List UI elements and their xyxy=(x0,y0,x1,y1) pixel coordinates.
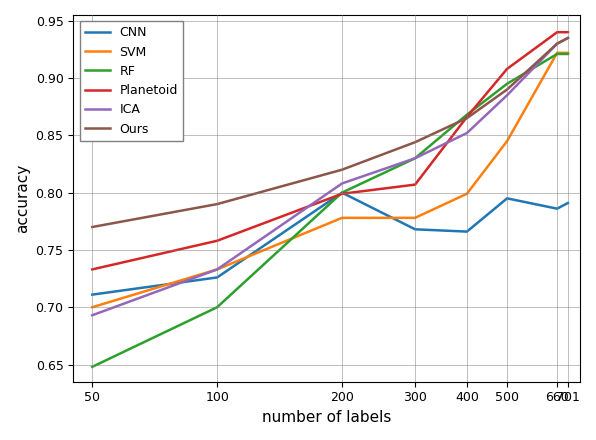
Line: Ours: Ours xyxy=(92,38,568,227)
SVM xyxy=(339,215,346,220)
Ours xyxy=(564,35,572,40)
ICA xyxy=(554,41,561,46)
Planetoid xyxy=(463,114,470,120)
RF xyxy=(213,304,221,310)
CNN xyxy=(411,227,418,232)
X-axis label: number of labels: number of labels xyxy=(262,410,392,425)
CNN xyxy=(89,292,96,297)
Ours xyxy=(339,167,346,172)
Line: CNN: CNN xyxy=(92,193,568,295)
Planetoid xyxy=(564,29,572,35)
Line: Planetoid: Planetoid xyxy=(92,32,568,269)
Ours xyxy=(554,41,561,46)
CNN xyxy=(339,190,346,195)
RF xyxy=(463,112,470,117)
Planetoid xyxy=(411,182,418,187)
Ours xyxy=(411,139,418,145)
SVM xyxy=(463,191,470,196)
SVM xyxy=(89,304,96,310)
ICA xyxy=(213,267,221,272)
SVM xyxy=(213,267,221,272)
ICA xyxy=(89,312,96,318)
Ours xyxy=(463,116,470,121)
SVM xyxy=(554,50,561,55)
Line: ICA: ICA xyxy=(92,38,568,315)
Planetoid xyxy=(213,238,221,243)
RF xyxy=(339,190,346,195)
SVM xyxy=(564,50,572,55)
Legend: CNN, SVM, RF, Planetoid, ICA, Ours: CNN, SVM, RF, Planetoid, ICA, Ours xyxy=(79,21,183,140)
CNN xyxy=(213,275,221,280)
RF xyxy=(564,51,572,57)
Line: SVM: SVM xyxy=(92,53,568,307)
CNN xyxy=(564,200,572,205)
ICA xyxy=(411,156,418,161)
RF xyxy=(504,81,511,86)
Planetoid xyxy=(504,66,511,72)
Planetoid xyxy=(554,29,561,35)
CNN xyxy=(554,206,561,211)
Line: RF: RF xyxy=(92,54,568,367)
Y-axis label: accuracy: accuracy xyxy=(15,164,30,233)
SVM xyxy=(504,139,511,144)
ICA xyxy=(339,181,346,186)
SVM xyxy=(411,215,418,220)
ICA xyxy=(564,35,572,40)
Ours xyxy=(504,87,511,92)
RF xyxy=(554,51,561,57)
Ours xyxy=(89,224,96,230)
Planetoid xyxy=(89,267,96,272)
ICA xyxy=(463,130,470,136)
CNN xyxy=(504,196,511,201)
RF xyxy=(89,364,96,370)
CNN xyxy=(463,229,470,234)
RF xyxy=(411,156,418,161)
Planetoid xyxy=(339,191,346,196)
Ours xyxy=(213,202,221,207)
ICA xyxy=(504,92,511,98)
